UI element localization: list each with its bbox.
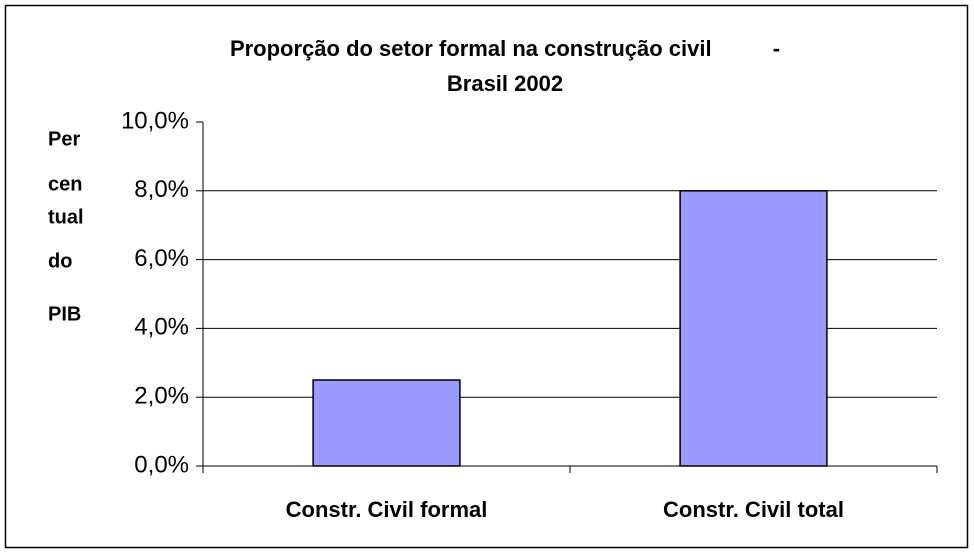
x-tick-label: Constr. Civil formal bbox=[286, 497, 488, 522]
y-tick-label: 6,0% bbox=[134, 245, 189, 272]
bar bbox=[679, 190, 828, 467]
chart-title: Proporção do setor formal na construção … bbox=[230, 36, 780, 61]
y-axis-label: cen bbox=[48, 173, 82, 195]
y-axis-label: do bbox=[48, 250, 72, 272]
y-tick-label: 0,0% bbox=[134, 451, 189, 478]
y-axis-label: Per bbox=[48, 128, 80, 150]
bar bbox=[312, 379, 461, 467]
y-tick-label: 8,0% bbox=[134, 176, 189, 203]
y-axis-label: tual bbox=[48, 206, 84, 228]
y-tick-label: 2,0% bbox=[134, 383, 189, 410]
y-axis-label: PIB bbox=[48, 303, 81, 325]
x-tick-label: Constr. Civil total bbox=[663, 497, 844, 522]
y-tick-label: 10,0% bbox=[121, 107, 189, 134]
y-tick-label: 4,0% bbox=[134, 314, 189, 341]
chart-title: Brasil 2002 bbox=[447, 71, 563, 96]
